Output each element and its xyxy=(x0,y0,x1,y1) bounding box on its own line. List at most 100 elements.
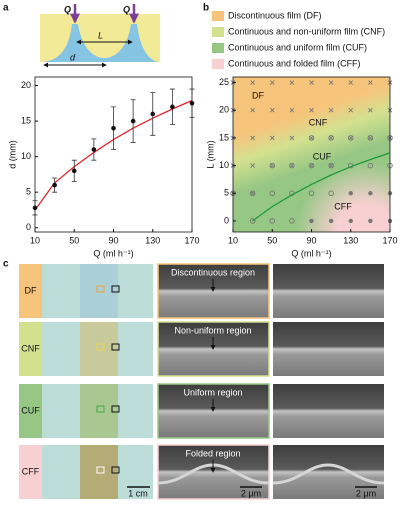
data-point xyxy=(150,111,156,117)
region-label: CUF xyxy=(313,151,332,161)
region-marker xyxy=(111,343,120,351)
row-label: CFF xyxy=(22,466,40,476)
sem-image xyxy=(273,264,384,318)
y-tick-label: 0 xyxy=(224,215,229,225)
y-tick-label: 0 xyxy=(26,222,31,232)
point-cross xyxy=(348,80,354,85)
data-point xyxy=(52,182,57,188)
data-point xyxy=(111,125,116,131)
data-point xyxy=(269,162,276,169)
point-ring xyxy=(289,162,295,169)
region-marker xyxy=(111,285,120,293)
sem-image xyxy=(273,322,384,376)
panel-label: a xyxy=(3,3,9,14)
data-point xyxy=(348,218,353,224)
data-point xyxy=(269,80,275,85)
data-point xyxy=(328,107,334,113)
point-dot xyxy=(328,218,334,224)
x-tick-label: 50 xyxy=(69,235,79,245)
data-point xyxy=(348,135,354,141)
point-dot xyxy=(368,191,373,196)
sem-image xyxy=(273,384,384,438)
image-row: CUF Uniform region xyxy=(19,383,384,439)
point-cross xyxy=(250,163,255,168)
data-point xyxy=(367,135,374,141)
x-tick-label: 50 xyxy=(267,235,277,245)
point-ring xyxy=(328,162,334,169)
point-ring xyxy=(367,135,374,141)
y-axis-label: L (mm) xyxy=(205,140,215,168)
legend-swatch xyxy=(212,11,224,21)
fit-line xyxy=(252,152,391,222)
y-tick-label: 5 xyxy=(26,187,31,197)
point-cross xyxy=(309,163,314,168)
data-point xyxy=(289,107,295,113)
sem-image xyxy=(273,445,384,499)
region-marker xyxy=(96,343,105,351)
point-cross xyxy=(328,163,334,168)
data-point xyxy=(348,80,354,85)
plot-frame xyxy=(34,76,193,233)
region-marker xyxy=(96,466,105,474)
point-cross xyxy=(368,135,373,141)
legend-label: Continuous and non-uniform film (CNF) xyxy=(228,26,385,36)
data-point xyxy=(269,190,276,196)
x-tick-label: 130 xyxy=(343,235,358,245)
data-point xyxy=(367,162,374,169)
legend-swatch xyxy=(212,27,224,37)
legend-swatch xyxy=(212,59,224,69)
point-cross xyxy=(250,135,255,141)
data-point xyxy=(308,162,315,169)
data-point xyxy=(130,118,136,124)
region-caption: Non-uniform region xyxy=(174,325,251,335)
point-ring xyxy=(249,190,256,196)
point-ring xyxy=(328,190,334,196)
data-point xyxy=(289,218,295,224)
point-cross xyxy=(269,80,275,85)
data-point xyxy=(368,107,373,113)
region-label: CNF xyxy=(309,117,328,127)
y-tick-label: 10 xyxy=(219,160,229,170)
data-point xyxy=(328,135,334,141)
legend-swatch xyxy=(212,43,224,53)
x-tick-label: 90 xyxy=(306,235,316,245)
panel-label: c xyxy=(3,259,9,270)
point-ring xyxy=(269,190,276,196)
point-ring xyxy=(308,190,315,196)
point-cross xyxy=(289,80,295,85)
point-cross xyxy=(250,190,255,196)
data-point xyxy=(328,190,334,196)
point-cross xyxy=(309,135,314,141)
point-ring xyxy=(328,135,334,141)
scale-label: 2 μm xyxy=(241,488,261,498)
point-cross xyxy=(328,80,334,85)
data-point xyxy=(249,218,256,224)
y-tick-label: 20 xyxy=(219,105,229,115)
y-tick-label: 10 xyxy=(21,151,31,161)
point-cross xyxy=(289,107,295,113)
row-label: DF xyxy=(25,285,37,295)
row-label: CNF xyxy=(21,343,40,353)
diameter-label: d xyxy=(70,52,76,62)
point-cross xyxy=(309,107,314,113)
data-point xyxy=(308,190,315,196)
schematic: Q Q L d xyxy=(40,4,160,68)
point-cross xyxy=(348,135,354,141)
point-cross xyxy=(289,135,295,141)
data-point xyxy=(368,191,373,196)
scale-label: 1 cm xyxy=(128,488,148,498)
point-cross xyxy=(269,135,275,141)
x-tick-label: 170 xyxy=(184,235,199,245)
region-label: DF xyxy=(252,90,264,100)
data-point xyxy=(250,163,255,168)
data-point xyxy=(348,191,353,196)
scale-label: 2 μm xyxy=(356,488,376,498)
x-tick-label: 10 xyxy=(30,235,40,245)
data-point xyxy=(328,218,334,224)
data-point xyxy=(309,107,314,113)
data-point xyxy=(289,162,295,169)
point-dot xyxy=(348,218,353,224)
data-point xyxy=(328,80,334,85)
point-dot xyxy=(309,218,314,224)
y-axis-label: d (mm) xyxy=(7,140,17,169)
